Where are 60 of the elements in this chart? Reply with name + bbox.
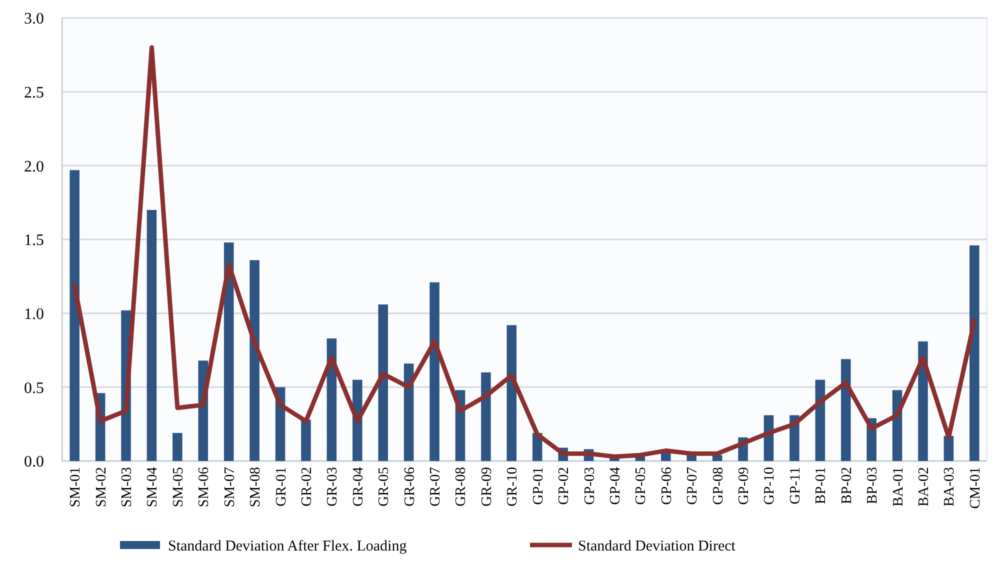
line-series [72,45,977,459]
x-tick-label: SM-01 [68,467,84,508]
bar [172,432,182,461]
x-tick-label: GR-07 [428,467,444,506]
x-tick-label: GR-09 [478,467,495,506]
x-tick-label: GP-08 [710,467,726,505]
x-tick-label: GR-01 [273,467,290,506]
bar [944,436,954,461]
x-tick-label: GR-05 [376,467,392,506]
x-tick-label: GR-10 [504,467,521,506]
x-tick-label: BP-03 [864,467,881,504]
x-tick-label: SM-07 [222,467,238,508]
x-tick-label: GR-02 [298,467,315,506]
x-tick-label: GP-01 [530,467,546,505]
y-tick-label: 0.5 [24,380,44,397]
x-tick-label: GP-05 [633,467,650,505]
x-tick-label: GR-03 [324,467,341,506]
x-tick-label: GR-08 [453,467,470,506]
x-tick-label: SM-04 [144,466,161,508]
legend-label: Standard Deviation Direct [578,538,736,554]
y-tick-label: 3.0 [24,10,44,28]
x-tick-label: SM-02 [93,467,110,508]
x-tick-label: SM-03 [119,467,136,508]
bar [815,380,826,461]
bar [250,260,260,461]
x-tick-label: GP-06 [658,467,675,505]
y-tick-label: 1.0 [24,306,44,323]
x-tick-label: BA-01 [890,467,906,506]
y-tick-label: 2.0 [24,158,44,176]
y-tick-label: 0.0 [24,454,44,471]
bar [146,210,157,461]
x-tick-label: GP-10 [762,467,778,505]
bar [506,325,517,461]
bar [481,372,491,461]
x-tick-label: GP-07 [684,467,701,505]
x-tick-label: CM-01 [967,467,984,509]
bar [404,364,414,461]
bar [840,359,851,461]
x-tick-label: GP-04 [607,466,624,505]
bar [301,420,311,461]
bar [970,245,980,461]
bar [378,304,388,461]
x-tick-label: SM-08 [248,467,264,508]
legend-label: Standard Deviation After Flex. Loading [168,538,408,554]
x-tick-label: GR-04 [350,466,366,506]
x-tick-label: GP-11 [787,467,804,504]
x-tick-label: BA-02 [916,467,932,506]
y-tick-label: 2.5 [24,84,44,102]
x-tick-label: GP-03 [582,467,598,505]
x-tick-label: BP-01 [813,467,830,504]
x-tick-label: BA-03 [942,467,958,506]
x-tick-label: BP-02 [838,467,855,504]
x-tick-label: GR-06 [402,467,418,506]
bar [430,282,440,461]
x-tick-label: GP-02 [556,467,572,505]
bar [70,170,80,461]
x-tick-label: SM-06 [196,467,212,508]
x-tick-label: GP-09 [736,467,752,505]
x-tick-label: SM-05 [170,467,186,508]
y-tick-label: 1.5 [24,232,44,250]
